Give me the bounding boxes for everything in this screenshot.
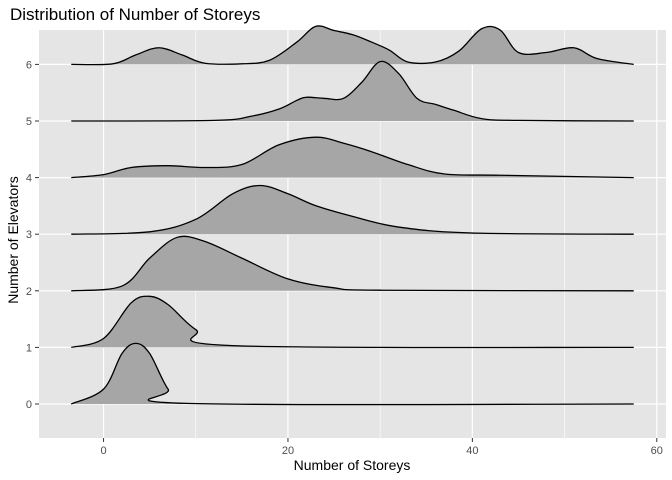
x-axis-title: Number of Storeys: [294, 457, 411, 473]
y-tick-label: 3: [26, 229, 32, 241]
y-tick-label: 1: [26, 342, 32, 354]
y-tick-label: 2: [26, 286, 32, 298]
ridge-1: [71, 295, 634, 349]
ridge-line: [71, 295, 634, 349]
ridge-line: [71, 184, 634, 235]
ridge-6: [71, 25, 634, 66]
ridge-line: [70, 342, 634, 406]
ridge-fill: [71, 296, 634, 348]
y-axis-title: Number of Elevators: [5, 176, 21, 304]
y-axis-ticks: 0 1 2 3 4 5 6: [26, 59, 39, 411]
ridge-line: [71, 235, 634, 292]
ridge-fill: [71, 25, 634, 65]
ridge-fill: [71, 61, 634, 121]
x-tick-label: 0: [100, 445, 106, 457]
ridge-layer: [70, 25, 634, 406]
y-tick-label: 4: [26, 173, 32, 185]
x-axis-ticks: 0 20 40 60: [100, 438, 663, 457]
ridge-fill: [71, 185, 634, 235]
x-tick-label: 20: [282, 445, 294, 457]
ridge-line: [71, 136, 634, 179]
y-tick-label: 5: [26, 116, 32, 128]
ridge-3: [71, 184, 634, 235]
ridge-fill: [71, 343, 634, 405]
ridge-line: [71, 25, 634, 66]
chart-title: Distribution of Number of Storeys: [10, 5, 260, 24]
ridge-0: [70, 342, 634, 406]
ridge-2: [71, 235, 634, 292]
ridge-5: [71, 60, 634, 122]
x-tick-label: 60: [651, 445, 663, 457]
y-tick-label: 0: [26, 399, 32, 411]
x-tick-label: 40: [466, 445, 478, 457]
ridge-fill: [71, 236, 634, 291]
y-tick-label: 6: [26, 59, 32, 71]
ridge-line: [71, 60, 634, 122]
ridge-4: [71, 136, 634, 179]
